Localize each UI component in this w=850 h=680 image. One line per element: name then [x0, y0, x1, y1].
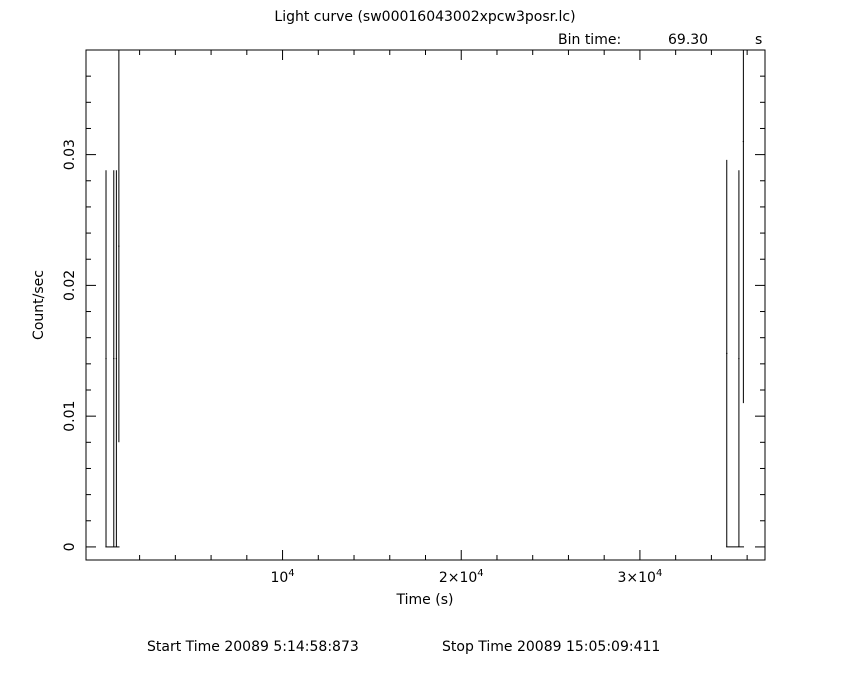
stop-time: Stop Time 20089 15:05:09:411: [442, 639, 660, 655]
bin-time-label: Bin time:: [558, 32, 621, 48]
plot-frame: [85, 49, 766, 561]
y-tick-label: 0.02: [62, 270, 78, 301]
y-tick-label: 0.03: [62, 139, 78, 170]
chart-title: Light curve (sw00016043002xpcw3posr.lc): [274, 9, 575, 25]
bin-time-value: 69.30: [668, 32, 708, 48]
bin-time-unit: s: [755, 32, 762, 48]
x-tick-label: 104: [270, 568, 294, 586]
x-tick-label: 2×104: [439, 568, 484, 586]
y-tick-label: 0: [62, 542, 78, 551]
y-axis-label: Count/sec: [31, 270, 47, 340]
start-time: Start Time 20089 5:14:58:873: [147, 639, 359, 655]
x-axis-label: Time (s): [396, 592, 454, 608]
y-tick-label: 0.01: [62, 401, 78, 432]
x-tick-label: 3×104: [618, 568, 663, 586]
